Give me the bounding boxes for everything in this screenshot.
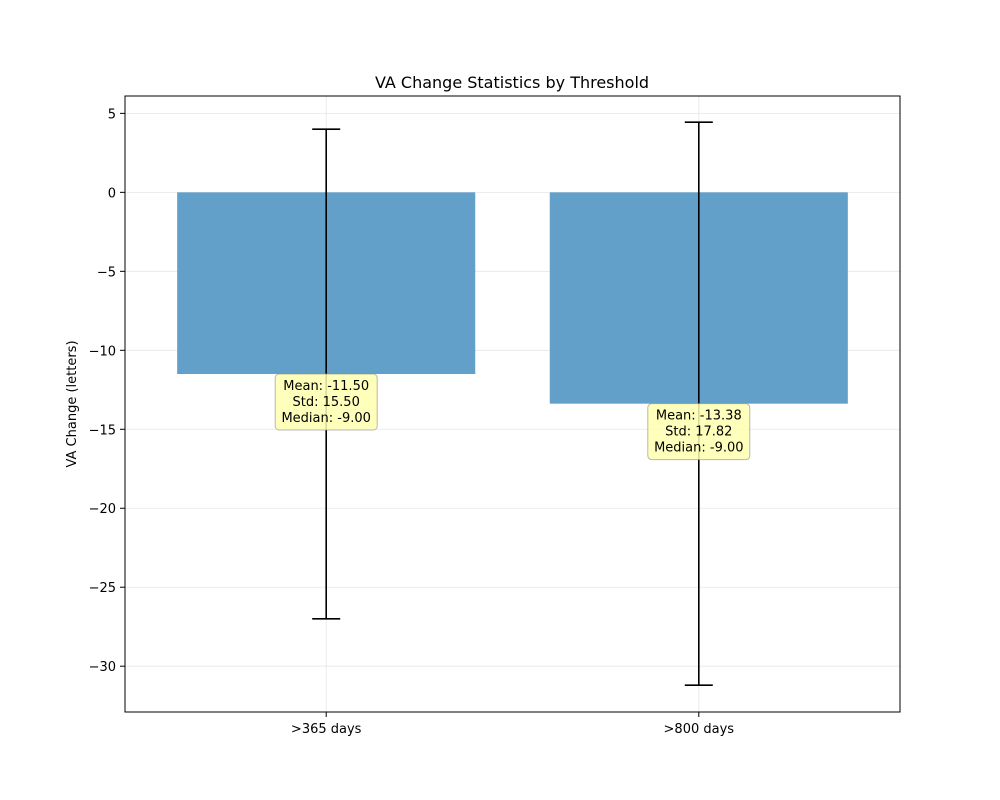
annotation-text: Median: -9.00 [281, 411, 370, 426]
axes [124, 95, 901, 713]
plot-frame [124, 95, 901, 713]
ticks: 5 0 −5 −10 −15 −20 −25 −30 >365 days >800 days [89, 107, 735, 737]
y-tick-label: 5 [108, 107, 116, 122]
annotation-text: Mean: -11.50 [283, 379, 369, 394]
annotation-box-1 [274, 373, 378, 431]
y-tick-label: −25 [89, 581, 116, 596]
annotation-box-2 [647, 403, 751, 461]
gridlines [125, 96, 900, 712]
annotation-text: Median: -9.00 [654, 441, 743, 456]
y-tick-label: 0 [108, 186, 116, 201]
annotation-text: Mean: -13.38 [656, 409, 742, 424]
x-tick-label: >800 days [664, 722, 735, 737]
y-axis-label: VA Change (letters) [65, 340, 80, 467]
chart-title: VA Change Statistics by Threshold [375, 73, 649, 92]
annotation-text: Std: 17.82 [665, 425, 732, 440]
y-tick-label: −30 [89, 660, 116, 675]
annotation-text: Std: 15.50 [293, 395, 360, 410]
y-tick-label: −15 [89, 423, 116, 438]
x-tick-label: >365 days [291, 722, 362, 737]
y-tick-label: −10 [89, 344, 116, 359]
y-tick-label: −20 [89, 502, 116, 517]
y-tick-label: −5 [97, 265, 116, 280]
bars [177, 192, 848, 404]
